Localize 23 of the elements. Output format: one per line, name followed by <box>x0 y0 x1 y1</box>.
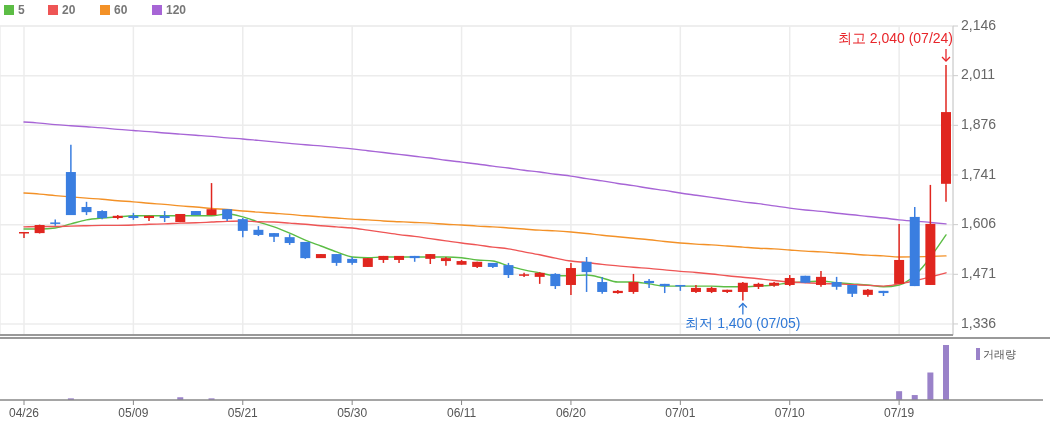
y-tick-label: 1,606 <box>961 215 997 232</box>
y-tick-label: 1,471 <box>961 265 997 282</box>
legend-label: 20 <box>62 3 76 17</box>
y-tick-label: 1,741 <box>961 165 997 182</box>
x-tick-label: 07/01 <box>665 406 696 420</box>
annotation: 최고 2,040 (07/24) <box>837 29 953 46</box>
x-tick-label: 04/26 <box>8 406 40 420</box>
legend-label: 120 <box>166 3 187 17</box>
x-tick-label: 05/21 <box>227 406 259 420</box>
legend-label: 거래량 <box>983 348 1016 360</box>
y-tick-label: 2,146 <box>961 16 997 33</box>
x-tick-label: 07/19 <box>884 406 915 420</box>
legend-label: 60 <box>114 3 128 17</box>
x-tick-label: 06/11 <box>446 406 477 420</box>
y-tick-label: 1,876 <box>961 116 997 133</box>
annotation: 최저 1,400 (07/05) <box>685 315 801 332</box>
x-tick-label: 05/30 <box>337 406 368 420</box>
x-tick-label: 06/20 <box>555 406 587 420</box>
y-tick-label: 1,336 <box>961 314 997 331</box>
x-tick-label: 07/10 <box>774 406 806 420</box>
x-tick-label: 05/09 <box>118 406 149 420</box>
y-tick-label: 2,011 <box>961 66 996 83</box>
legend-label: 5 <box>18 3 25 17</box>
